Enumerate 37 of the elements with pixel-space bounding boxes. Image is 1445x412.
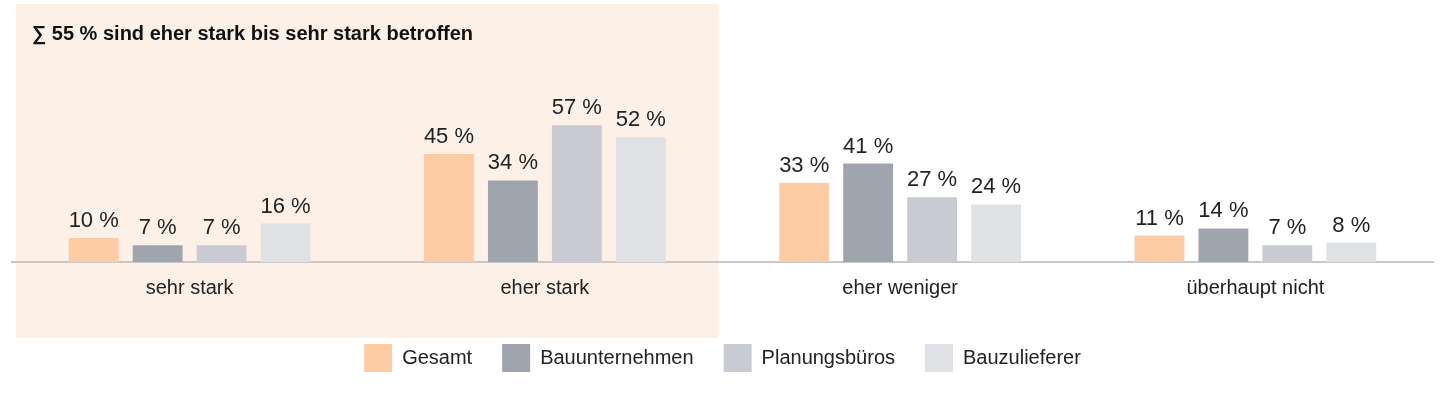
data-label: 7 %: [138, 214, 177, 240]
bar: [1134, 235, 1185, 262]
bar: [615, 137, 666, 262]
bar: [424, 154, 474, 262]
x-tick-label: überhaupt nicht: [1186, 275, 1325, 298]
bar: [260, 223, 311, 262]
bar: [1198, 228, 1249, 262]
x-tick-label: sehr stark: [145, 275, 235, 298]
legend-label: Planungsbüros: [761, 345, 896, 368]
bar: [487, 180, 538, 262]
data-label: 11 %: [1135, 204, 1184, 230]
legend-label: Gesamt: [402, 345, 473, 368]
data-label: 27 %: [907, 166, 958, 192]
data-label: 7 %: [1268, 214, 1307, 240]
bar: [68, 238, 119, 262]
data-label: 41 %: [843, 132, 894, 158]
x-tick-label: eher stark: [500, 275, 591, 298]
data-label: 45 %: [423, 123, 475, 149]
data-label: 10 %: [68, 207, 119, 233]
bar: [1326, 242, 1377, 262]
bar: [779, 182, 830, 262]
data-label: 24 %: [970, 173, 1022, 199]
bar: [843, 163, 894, 262]
band-label: ∑ 55 % sind eher stark bis sehr stark betroffen: [32, 21, 474, 45]
bar: [971, 204, 1021, 262]
data-label: 8 %: [1332, 211, 1371, 237]
data-label: 7 %: [202, 214, 241, 240]
legend-label: Bauunternehmen: [540, 345, 694, 368]
data-label: 33 %: [779, 151, 830, 177]
legend-label: Bauzulieferer: [963, 345, 1082, 368]
data-label: 14 %: [1198, 197, 1249, 223]
data-label: 52 %: [615, 106, 666, 132]
bar: [132, 245, 183, 262]
data-label: 16 %: [260, 192, 311, 218]
data-label: 57 %: [551, 94, 602, 120]
x-tick-label: eher weniger: [842, 275, 959, 298]
data-label: 34 %: [487, 149, 538, 175]
